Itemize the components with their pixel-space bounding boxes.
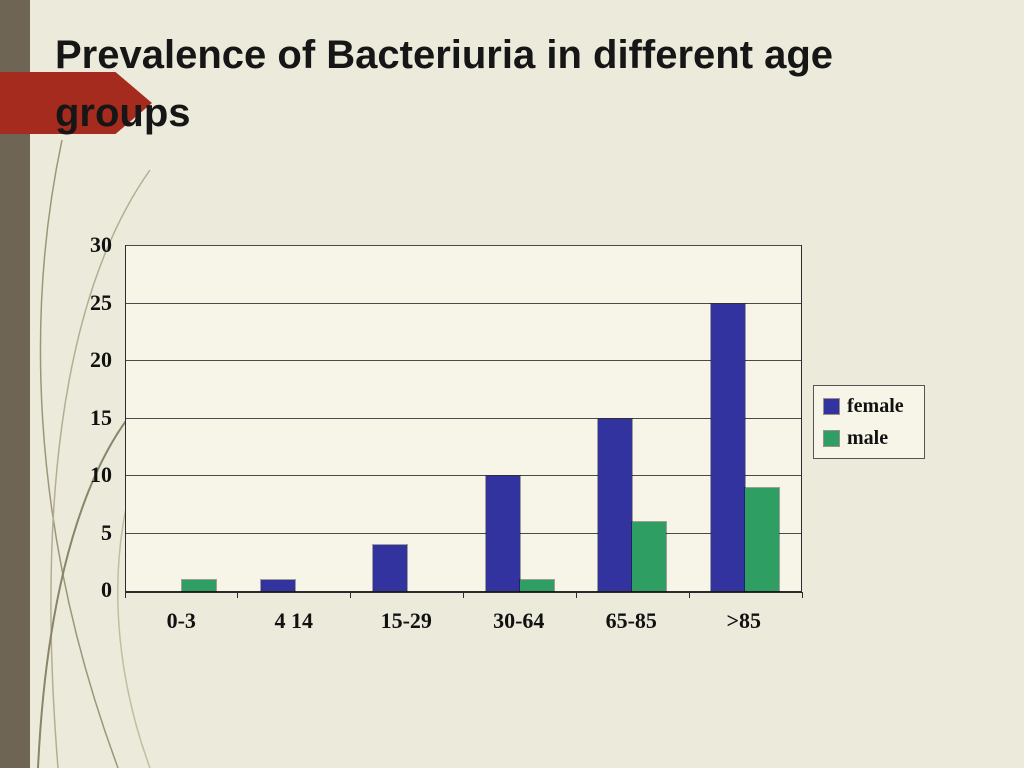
legend-swatch-female [823,397,840,415]
bar-female-4 14 [259,578,296,592]
axis-tick-mark [688,592,690,598]
y-tick-label: 25 [90,289,112,315]
plot-area [125,245,802,593]
bar-female-30-64 [484,475,521,592]
x-tick-label: 4 14 [274,608,314,633]
x-tick-label: 30-64 [493,608,545,633]
axis-tick-mark [463,592,464,598]
gridline [126,245,801,246]
slide-title: Prevalence of Bacteriuria in different a… [55,33,834,135]
gridline [126,475,801,476]
bar-male->85 [743,486,780,592]
red-arrow [0,72,152,134]
bar-female-65-85 [597,417,634,592]
bar-male-30-64 [518,578,555,592]
legend-swatch-male [823,429,840,447]
axis-tick-mark [237,592,239,598]
legend-label-male: male [847,427,889,449]
legend-item-male: male [823,427,914,449]
gridline [126,302,801,304]
x-axis-ticks [124,592,803,599]
gridline [126,417,801,419]
bar-male-65-85 [631,521,668,592]
x-axis-labels: 0-3 4 14 15-29 30-64 65-85 >85 [125,608,800,638]
y-axis-labels: 0 5 10 15 20 25 30 [58,232,112,602]
gridline [126,532,801,534]
bar-female->85 [709,302,746,592]
gridline [126,360,801,361]
axis-tick-mark [575,592,577,598]
x-tick-label: 15-29 [380,608,432,633]
legend-label-female: female [847,395,904,417]
x-tick-label: 65-85 [605,608,657,633]
y-tick-label: 20 [90,347,112,373]
x-tick-label: 0-3 [166,608,196,633]
x-tick-label: >85 [726,608,762,633]
chart-legend: female male [813,385,925,459]
legend-item-female: female [823,395,914,417]
axis-tick-mark [350,592,352,598]
axis-tick-mark [801,592,803,598]
axis-tick-mark [124,592,126,598]
y-tick-label: 30 [90,232,112,257]
y-tick-label: 10 [90,462,112,488]
y-tick-label: 0 [101,577,112,602]
y-tick-label: 15 [90,404,112,430]
y-tick-label: 5 [101,519,112,545]
bar-female-15-29 [372,544,409,592]
bar-male-0-3 [181,578,218,592]
